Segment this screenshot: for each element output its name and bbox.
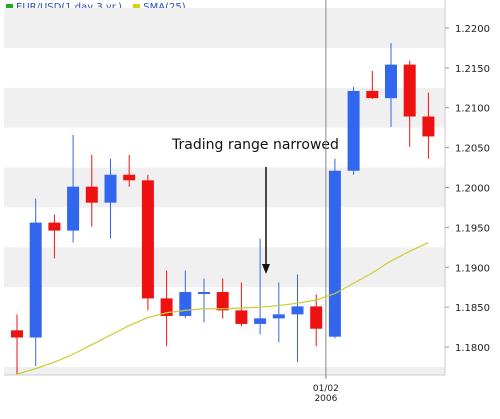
y-tick-label: 1.2200: [455, 24, 490, 35]
y-tick-label: 1.2050: [455, 144, 490, 155]
sma-line: [16, 242, 429, 375]
legend-label-sma: SMA(25): [143, 2, 186, 13]
candle-body: [254, 318, 267, 324]
grid-band: [4, 247, 445, 288]
legend-swatch-sma: [133, 3, 141, 11]
candle-body: [385, 64, 397, 99]
candle-body: [160, 298, 173, 316]
candle-body: [29, 222, 42, 338]
y-tick-label: 1.1850: [455, 303, 490, 314]
legend-item-sma: SMA(25): [131, 2, 186, 13]
candle-body: [291, 306, 304, 315]
candle-body: [347, 90, 360, 171]
y-tick-label: 1.1800: [455, 343, 490, 354]
chart-annotation: Trading range narrowed: [172, 137, 339, 153]
x-tick-label-date: 01/02: [313, 384, 339, 394]
legend-item-price: EUR/USD(1 day 3 yr.): [4, 2, 122, 13]
grid-band: [4, 367, 445, 375]
candle-body: [366, 90, 379, 99]
y-tick-label: 1.2100: [455, 104, 490, 115]
candle-body: [48, 222, 61, 231]
candle-body: [85, 186, 98, 203]
legend-swatch-price: [6, 3, 13, 11]
candle-body: [11, 330, 23, 338]
grid-band: [4, 7, 445, 48]
candle-body: [67, 186, 80, 231]
candle-body: [104, 174, 117, 203]
candle-body: [328, 170, 341, 337]
candle-body: [141, 180, 154, 299]
y-tick-label: 1.2150: [455, 64, 490, 75]
grid-band: [4, 87, 445, 128]
candle-body: [272, 314, 285, 319]
candle-body: [235, 310, 248, 324]
candle-body: [216, 292, 229, 311]
candle-body: [179, 292, 192, 316]
y-tick-label: 1.1950: [455, 223, 490, 234]
candle-body: [123, 174, 136, 181]
candle-body: [198, 292, 210, 295]
y-tick-label: 1.1900: [455, 263, 490, 274]
candle-body: [422, 116, 435, 137]
x-tick-label-year: 2006: [314, 394, 337, 404]
annotation-arrow-head: [262, 264, 270, 274]
legend-label-price: EUR/USD(1 day 3 yr.): [16, 2, 123, 13]
candle-body: [403, 64, 416, 117]
candle-body: [310, 306, 323, 329]
y-tick-label: 1.2000: [455, 184, 490, 195]
chart-legend: EUR/USD(1 day 3 yr.) SMA(25): [4, 2, 192, 13]
